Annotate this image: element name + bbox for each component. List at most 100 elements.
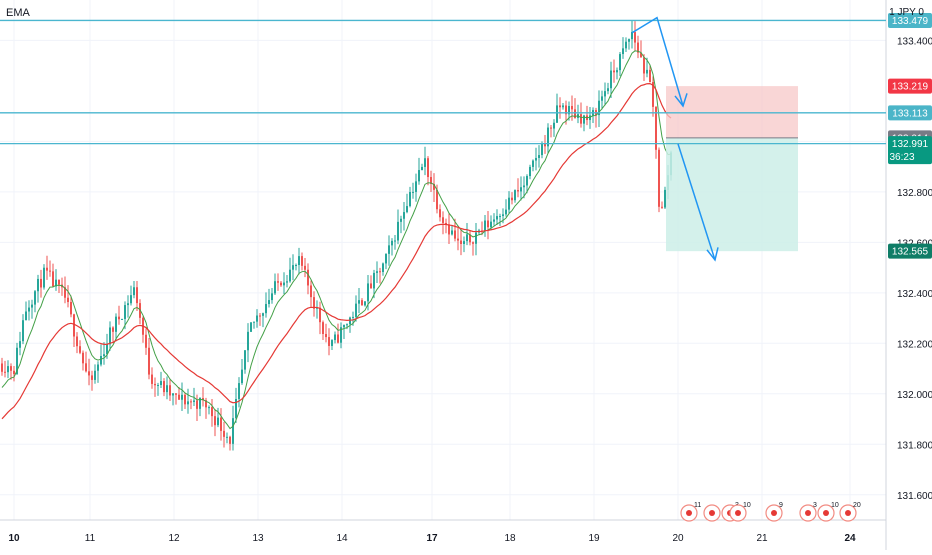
- candle-body: [148, 347, 150, 375]
- candle-body: [157, 384, 159, 386]
- candle-body: [175, 393, 177, 395]
- candle-body: [547, 127, 549, 147]
- candle-body: [643, 57, 645, 74]
- candle-body: [376, 271, 378, 273]
- candle-body: [622, 48, 624, 55]
- event-count-label: 10: [831, 502, 839, 509]
- event-marker-dot: [771, 510, 777, 516]
- candle-body: [343, 324, 345, 328]
- indicator-label[interactable]: EMA: [6, 7, 30, 19]
- candle-body: [367, 283, 369, 302]
- candle-body: [574, 109, 576, 118]
- candle-body: [184, 394, 186, 405]
- candle-body: [145, 334, 147, 348]
- candle-body: [193, 400, 195, 402]
- candle-body: [73, 314, 75, 337]
- candle-body: [217, 417, 219, 426]
- candle-body: [490, 221, 492, 228]
- candle-body: [445, 222, 447, 225]
- candle-body: [202, 398, 204, 401]
- x-tick-label: 18: [504, 533, 516, 544]
- candle-body: [256, 315, 258, 322]
- candle-body: [19, 341, 21, 348]
- candle-body: [484, 220, 486, 231]
- candle-body: [355, 303, 357, 317]
- x-tick-label: 19: [588, 533, 600, 544]
- candle-body: [493, 219, 495, 222]
- event-marker-dot: [709, 510, 715, 516]
- candle-body: [79, 346, 81, 353]
- candle-body: [565, 105, 567, 115]
- candle-body: [16, 347, 18, 374]
- candle-body: [124, 305, 126, 319]
- candle-body: [82, 352, 84, 364]
- event-count-label: 9: [779, 502, 783, 509]
- candle-body: [496, 216, 498, 220]
- candle-body: [529, 166, 531, 177]
- x-tick-label: 21: [756, 533, 768, 544]
- candle-body: [289, 269, 291, 282]
- candle-body: [349, 317, 351, 325]
- candle-body: [661, 206, 663, 208]
- candle-body: [361, 300, 363, 306]
- candle-body: [499, 216, 501, 218]
- price-badge-timer: 36:23: [889, 152, 914, 163]
- candle-body: [562, 105, 564, 108]
- candle-body: [151, 374, 153, 384]
- candle-body: [664, 189, 666, 208]
- event-count-label: 11: [694, 502, 701, 509]
- price-badge: [888, 136, 932, 165]
- price-badge: [888, 12, 932, 28]
- ema-fast-line: [1, 50, 672, 430]
- candle-body: [388, 245, 390, 254]
- candle-body: [109, 327, 111, 345]
- candle-body: [439, 209, 441, 218]
- currency-label[interactable]: 1 JPY 0: [889, 7, 924, 18]
- candle-body: [535, 157, 537, 161]
- candle-body: [265, 304, 267, 314]
- candle-body: [655, 106, 657, 150]
- price-badge: [888, 243, 932, 259]
- candle-body: [568, 105, 570, 115]
- candle-body: [49, 270, 51, 272]
- candle-body: [400, 218, 402, 222]
- candle-body: [268, 300, 270, 305]
- candle-body: [319, 307, 321, 323]
- candle-body: [250, 322, 252, 332]
- candle-body: [601, 96, 603, 101]
- candle-body: [427, 158, 429, 178]
- price-badge: [888, 105, 932, 121]
- event-count-label: 10: [743, 502, 751, 509]
- candle-body: [22, 320, 24, 342]
- y-tick-label: 133.400: [897, 36, 932, 47]
- candle-body: [118, 316, 120, 320]
- candle-body: [469, 234, 471, 243]
- candle-body: [385, 253, 387, 264]
- candle-body: [421, 166, 423, 171]
- candle-body: [10, 366, 12, 371]
- candle-body: [103, 354, 105, 357]
- candle-body: [97, 364, 99, 371]
- candle-body: [658, 149, 660, 207]
- candle-body: [232, 418, 234, 444]
- candle-body: [172, 393, 174, 396]
- candle-body: [598, 100, 600, 116]
- candle-body: [211, 407, 213, 417]
- candle-body: [448, 224, 450, 235]
- candle-body: [85, 363, 87, 372]
- candle-body: [346, 324, 348, 326]
- candle-body: [67, 297, 69, 302]
- candle-body: [538, 155, 540, 158]
- candle-body: [169, 385, 171, 396]
- candle-body: [88, 371, 90, 376]
- candle-body: [322, 322, 324, 335]
- candle-body: [514, 190, 516, 201]
- candle-body: [382, 263, 384, 273]
- candle-body: [127, 303, 129, 306]
- candle-body: [58, 279, 60, 285]
- candle-body: [640, 52, 642, 58]
- candle-body: [502, 214, 504, 217]
- candle-body: [454, 230, 456, 239]
